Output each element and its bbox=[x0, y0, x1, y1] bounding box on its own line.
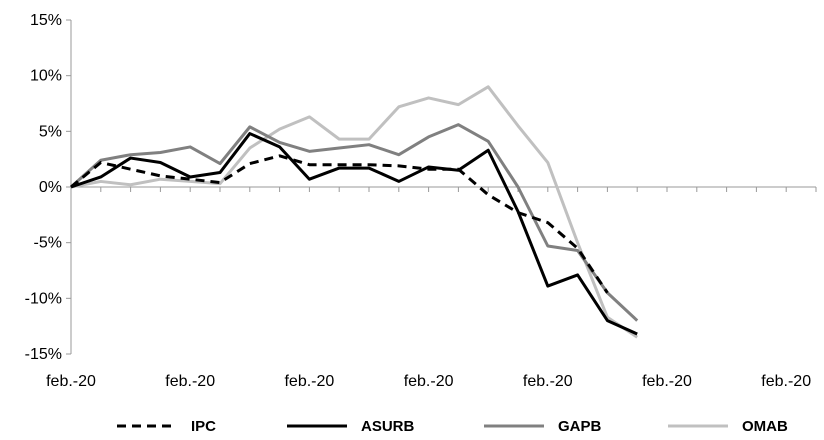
legend-item-omab: OMAB bbox=[668, 418, 788, 435]
legend-label: GAPB bbox=[558, 418, 602, 435]
series-line-asurb bbox=[70, 132, 638, 336]
x-tick-label: feb.-20 bbox=[642, 373, 692, 390]
series-layer bbox=[69, 85, 639, 339]
y-tick-label: 5% bbox=[39, 123, 62, 140]
x-tick-label: feb.-20 bbox=[165, 373, 215, 390]
x-tick-label: feb.-20 bbox=[523, 373, 573, 390]
x-tick-label: feb.-20 bbox=[761, 373, 811, 390]
y-tick-label: 10% bbox=[30, 68, 62, 85]
x-axis-ticks: feb.-20 feb.-20 feb.-20 feb.-20 feb.-20 feb.-… bbox=[46, 187, 817, 390]
legend-item-ipc: IPC bbox=[117, 418, 216, 435]
legend-item-asurb: ASURB bbox=[287, 418, 415, 435]
legend-label: OMAB bbox=[742, 418, 788, 435]
legend-label: IPC bbox=[191, 418, 216, 435]
series-line-ipc bbox=[70, 154, 609, 294]
x-tick-label: feb.-20 bbox=[404, 373, 454, 390]
series-line-gapb bbox=[69, 123, 639, 322]
y-tick-label: 15% bbox=[30, 12, 62, 29]
x-tick-label: feb.-20 bbox=[284, 373, 334, 390]
legend-label: ASURB bbox=[361, 418, 415, 435]
y-tick-label: -5% bbox=[34, 235, 62, 252]
y-tick-label: 0% bbox=[39, 179, 62, 196]
y-tick-label: -10% bbox=[25, 290, 62, 307]
y-tick-label: -15% bbox=[25, 346, 62, 363]
x-tick-label: feb.-20 bbox=[46, 373, 96, 390]
series-line-omab bbox=[70, 85, 639, 339]
legend-item-gapb: GAPB bbox=[484, 418, 602, 435]
y-axis-ticks: 15% 10% 5% 0% -5% -10% -15% bbox=[25, 12, 71, 363]
legend: IPC ASURB GAPB OMAB bbox=[117, 418, 788, 435]
